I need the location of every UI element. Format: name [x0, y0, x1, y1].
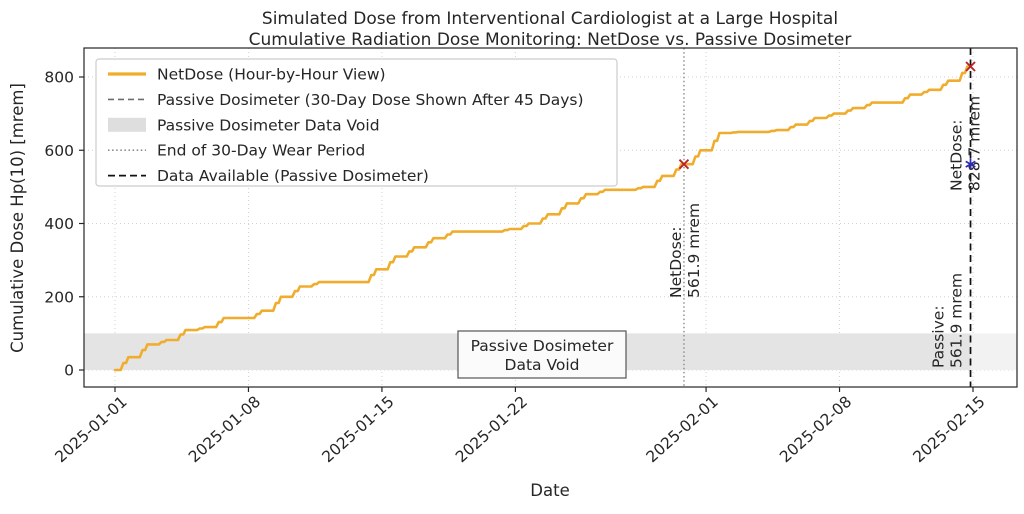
- legend-box: [95, 58, 618, 187]
- x-axis-label: Date: [530, 481, 569, 500]
- legend-item: NetDose (Hour-by-Hour View): [108, 66, 386, 84]
- netdose-at-data-available-label: NetDose: 828.7 mrem: [948, 96, 984, 191]
- legend-item-label: Passive Dosimeter Data Void: [157, 116, 380, 134]
- netdose-at-data-available-marker: [965, 61, 976, 72]
- passive-at-data-available-marker: [965, 158, 976, 170]
- x-marker-icon: [678, 159, 690, 170]
- legend-item-label: NetDose (Hour-by-Hour View): [157, 66, 386, 84]
- x-tick-label: 2025-01-08: [185, 393, 264, 467]
- y-tick-label: 0: [64, 362, 74, 380]
- annotation-line1: NetDose:: [667, 227, 685, 298]
- netdose-at-wear-end-label: NetDose: 561.9 mrem: [667, 203, 703, 298]
- legend-item: Passive Dosimeter (30-Day Dose Shown Aft…: [108, 91, 584, 109]
- annotation-line1: NetDose:: [948, 120, 966, 191]
- y-axis-label: Cumulative Dose Hp(10) [mrem]: [8, 83, 27, 353]
- void-box-label-line2: Data Void: [505, 356, 580, 374]
- legend-item: Passive Dosimeter Data Void: [108, 116, 380, 134]
- netdose-line: [113, 65, 972, 372]
- plot-spines: [83, 47, 1018, 388]
- legend: NetDose (Hour-by-Hour View) Passive Dosim…: [95, 58, 618, 187]
- annotation-line1: Passive:: [930, 305, 948, 368]
- chart-title-line2: Cumulative Radiation Dose Monitoring: Ne…: [249, 30, 852, 50]
- x-tick-label: 2025-01-01: [52, 393, 131, 467]
- legend-item-label: End of 30-Day Wear Period: [157, 142, 365, 160]
- void-label-box: [457, 330, 627, 379]
- annotation-line2: 828.7 mrem: [966, 96, 984, 191]
- x-tick-label: 2025-01-15: [319, 393, 398, 467]
- legend-item: End of 30-Day Wear Period: [108, 142, 365, 160]
- passive-at-data-available-label: Passive: 561.9 mrem: [930, 273, 966, 368]
- x-tick-label: 2025-02-08: [776, 393, 855, 467]
- star-marker-icon: [965, 158, 976, 170]
- annotation-line2: 561.9 mrem: [948, 273, 966, 368]
- x-tick-label: 2025-02-01: [643, 393, 722, 467]
- legend-item: Data Available (Passive Dosimeter): [108, 167, 429, 185]
- netdose-at-wear-end-marker: [678, 159, 690, 170]
- patch-gray-swatch-icon: [108, 117, 146, 132]
- legend-item-label: Data Available (Passive Dosimeter): [157, 167, 429, 185]
- x-tick-label: 2025-02-15: [910, 393, 989, 467]
- y-tick-label: 200: [44, 288, 74, 306]
- x-marker-icon: [965, 61, 976, 72]
- y-tick-label: 800: [44, 69, 74, 87]
- x-tick-label: 2025-01-22: [452, 393, 531, 467]
- annotation-line2: 561.9 mrem: [685, 203, 703, 298]
- legend-item-label: Passive Dosimeter (30-Day Dose Shown Aft…: [157, 91, 584, 109]
- passive-data-void-band-faint: [970, 333, 1017, 370]
- chart-title-line1: Simulated Dose from Interventional Cardi…: [262, 9, 838, 29]
- void-box-label-line1: Passive Dosimeter: [471, 337, 614, 355]
- y-tick-label: 400: [44, 215, 74, 233]
- y-tick-label: 600: [44, 142, 74, 160]
